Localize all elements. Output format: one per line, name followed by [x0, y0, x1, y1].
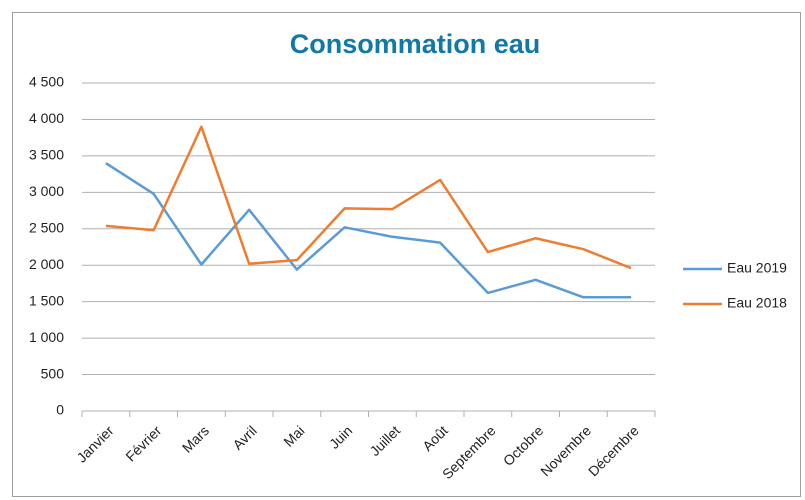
y-tick-label: 0 [56, 402, 64, 418]
chart-frame [12, 12, 801, 497]
y-tick-label: 2 500 [29, 219, 64, 235]
chart-title: Consommation eau [290, 29, 541, 59]
y-tick-label: 1 000 [29, 329, 64, 345]
legend-label: Eau 2018 [727, 295, 787, 311]
y-tick-label: 4 000 [29, 110, 64, 126]
series-line [105, 125, 632, 270]
y-tick-label: 3 000 [29, 183, 64, 199]
legend-label: Eau 2019 [727, 260, 787, 276]
series-line [105, 162, 632, 299]
y-tick-label: 4 500 [29, 74, 64, 90]
y-tick-label: 500 [41, 365, 65, 381]
y-tick-label: 3 500 [29, 147, 64, 163]
y-tick-label: 2 000 [29, 256, 64, 272]
y-tick-label: 1 500 [29, 292, 64, 308]
